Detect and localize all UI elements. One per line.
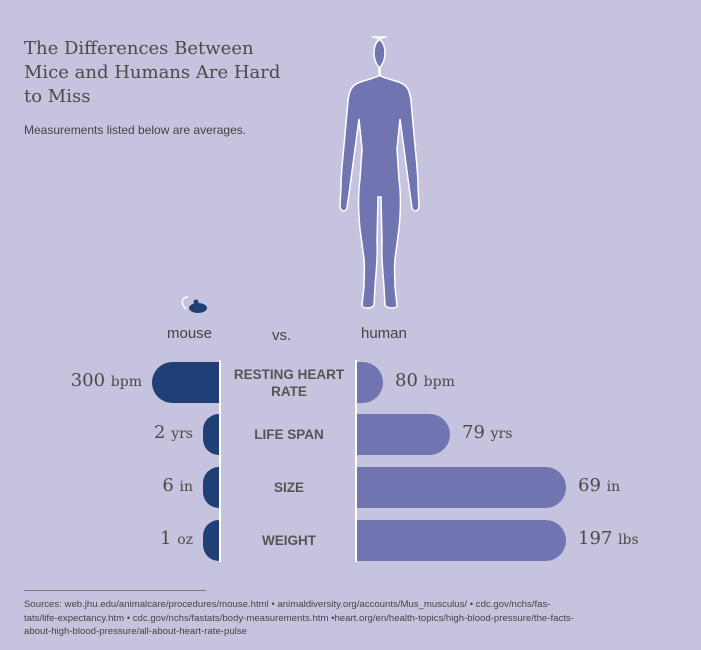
human-bar — [357, 520, 566, 561]
value-unit: lbs — [618, 532, 639, 548]
sources-text: Sources: web.jhu.edu/animalcare/procedur… — [24, 599, 574, 637]
center-divider-right — [355, 360, 357, 562]
value-number: 6 — [162, 475, 180, 496]
sources-divider — [24, 590, 206, 591]
value-number: 69 — [578, 475, 607, 496]
mouse-bar — [203, 467, 219, 508]
value-number: 300 — [70, 370, 111, 391]
mouse-value: 2 yrs — [154, 422, 193, 443]
human-value: 79 yrs — [462, 422, 512, 443]
value-number: 1 — [160, 528, 178, 549]
mouse-bar — [203, 520, 219, 561]
page-title: The Differences Between Mice and Humans … — [24, 38, 281, 107]
mouse-bar — [203, 414, 219, 455]
human-bar — [357, 467, 566, 508]
human-value: 197 lbs — [578, 528, 639, 549]
human-silhouette-icon — [339, 36, 420, 309]
value-unit: in — [606, 479, 621, 495]
human-value: 80 bpm — [395, 370, 455, 391]
mouse-value: 6 in — [162, 475, 193, 496]
category-label: LIFE SPAN — [254, 427, 324, 442]
category-label: WEIGHT — [262, 533, 316, 548]
human-label: human — [361, 325, 407, 342]
value-number: 197 — [578, 528, 619, 549]
value-number: 2 — [154, 422, 172, 443]
human-value: 69 in — [578, 475, 620, 496]
mouse-icon — [181, 296, 207, 313]
value-unit: in — [179, 479, 194, 495]
category-label: RESTING HEART RATE — [233, 367, 345, 399]
value-unit: yrs — [490, 426, 513, 442]
mouse-value: 300 bpm — [71, 370, 142, 391]
mouse-bar — [152, 362, 219, 403]
value-unit: oz — [177, 532, 193, 548]
center-divider-left — [219, 360, 221, 562]
value-number: 80 — [395, 370, 424, 391]
value-number: 79 — [462, 422, 491, 443]
mouse-value: 1 oz — [160, 528, 193, 549]
value-unit: bpm — [423, 374, 455, 390]
value-unit: bpm — [110, 374, 142, 390]
value-unit: yrs — [171, 426, 193, 442]
mouse-label: mouse — [167, 325, 213, 342]
human-bar — [357, 362, 383, 403]
human-bar — [357, 414, 450, 455]
vs-label: vs. — [272, 327, 292, 344]
subtitle: Measurements listed below are averages. — [24, 123, 247, 137]
category-label: SIZE — [273, 480, 304, 495]
